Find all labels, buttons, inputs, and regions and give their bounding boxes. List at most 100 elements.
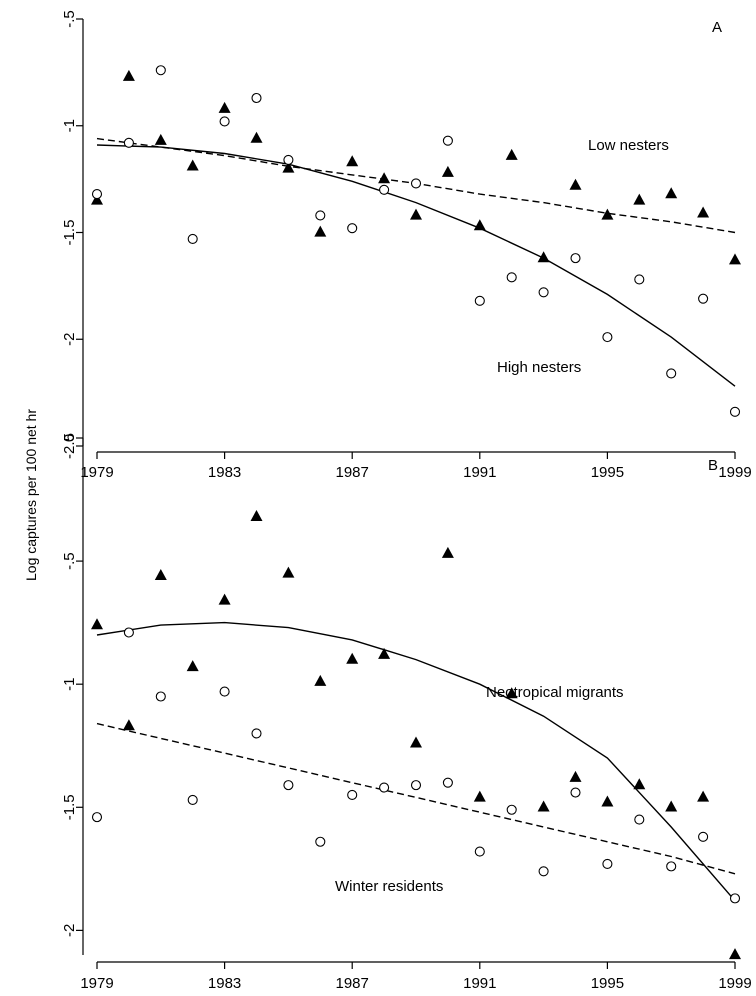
panel-b-circle-point [506, 804, 517, 815]
panel-a-x-tick-label: 1999 [718, 464, 751, 481]
panel-b-triangle-point [250, 509, 263, 521]
panel-b-triangle-point [186, 660, 199, 672]
panel-a-annotation: High nesters [497, 359, 581, 376]
panel-a-triangle-point [250, 131, 263, 143]
panel-b-triangle-point [122, 719, 135, 731]
panel-a-y-tick-label: -.5 [61, 10, 78, 28]
panel-a-circle-point [251, 92, 262, 104]
panel-a-circle-point [602, 332, 613, 343]
panel-a-triangle-point [186, 159, 199, 171]
panel-b-letter: B [708, 457, 718, 474]
panel-a-x-tick-label: 1979 [80, 464, 113, 481]
panel-a-triangle-point [378, 172, 391, 184]
panel-b-triangle-point [569, 770, 582, 782]
panel-b-circle-point [187, 794, 198, 805]
panel-b-triangle-point [346, 652, 359, 664]
panel-a-triangle-point [601, 208, 614, 220]
panel-a-x-tick-label: 1983 [208, 464, 241, 481]
panel-a-circle-point [729, 406, 741, 417]
panel-b-triangle-point [314, 674, 327, 686]
panel-b-circle-point [474, 846, 485, 857]
panel-b-circle-point [634, 814, 645, 825]
panel-a-circle-point [410, 178, 422, 189]
panel-a-triangle-point [346, 155, 359, 167]
panel-b-x-tick-label: 1991 [463, 975, 496, 991]
panel-a-triangle-point [505, 148, 518, 160]
panel-a-fit-line-1 [96, 144, 736, 387]
panel-b-y-tick-label: -2 [61, 924, 78, 937]
panel-a-circle-point [666, 368, 677, 379]
panel-a-circle-point [474, 295, 485, 306]
panel-b-triangle-point [697, 790, 710, 802]
panel-b-triangle-point [729, 948, 741, 960]
panel-b-circle-point [283, 780, 294, 791]
panel-a-circle-point [442, 135, 453, 146]
panel-a-x-tick-label: 1991 [463, 464, 496, 481]
panel-a-circle-point [506, 272, 517, 283]
panel-b-circle-point [379, 782, 390, 793]
panel-a-y-tick-label: -1.5 [61, 220, 78, 246]
panel-a-triangle-point [441, 165, 454, 177]
panel-b-triangle-point [665, 800, 678, 812]
y-axis-label: Log captures per 100 net hr [23, 409, 39, 581]
panel-a-circle-point [155, 65, 166, 76]
panel-a-triangle-point [314, 225, 327, 237]
panel-b-circle-point [570, 787, 581, 798]
panel-a-circle-point [315, 210, 326, 221]
panel-b-circle-point [155, 691, 166, 702]
panel-a-annotation: Low nesters [588, 137, 669, 154]
panel-b-triangle-point [601, 795, 614, 807]
panel-a-triangle-point [633, 193, 646, 205]
panel-b-triangle-point [537, 800, 550, 812]
panel-b-y-tick-label: -1 [61, 678, 78, 691]
panel-b-triangle-point [218, 593, 231, 605]
panel-a-circle-point [187, 233, 198, 244]
panel-b-x-tick-label: 1979 [80, 975, 113, 991]
panel-b-circle-point [123, 627, 134, 638]
panel-a-triangle-point [218, 101, 231, 113]
panel-b-fit-line-1 [96, 722, 736, 875]
panel-a-triangle-point [697, 206, 710, 218]
panel-a-triangle-point [154, 133, 167, 145]
panel-b-circle-point [698, 831, 709, 842]
panel-b-triangle-point [91, 618, 103, 630]
panel-a-circle-point [570, 253, 581, 264]
panel-b-y-tick-label: -1.5 [61, 794, 78, 820]
panel-a-circle-point [123, 137, 134, 148]
panel-b-circle-point [219, 686, 230, 697]
panel-b-circle-point [538, 866, 549, 877]
panel-a-x-tick-label: 1995 [591, 464, 624, 481]
panel-a-circle-point [347, 223, 358, 234]
panel-a-triangle-point [282, 161, 295, 173]
panel-b-fit-line-0 [96, 621, 736, 902]
panel-b-x-tick-label: 1987 [336, 975, 369, 991]
panel-b-triangle-point [505, 687, 518, 699]
panel-a-circle-point [634, 274, 645, 285]
panel-b-circle-point [251, 728, 262, 739]
panel-b-triangle-point [378, 647, 391, 659]
panel-b-x-tick-label: 1999 [718, 975, 751, 991]
panel-b-circle-point [602, 858, 613, 869]
panel-b-triangle-point [633, 778, 646, 790]
panel-a-triangle-point [122, 69, 135, 81]
panel-b-triangle-point [410, 736, 422, 748]
panel-b-triangle-point [282, 566, 295, 578]
panel-b-triangle-point [473, 790, 486, 802]
panel-a-y-tick-label: -1 [61, 119, 78, 132]
panel-a-circle-point [379, 184, 390, 195]
panel-a-triangle-point [665, 187, 678, 199]
panel-a-circle-point [698, 293, 709, 304]
panel-b-triangle-point [154, 569, 167, 581]
panel-a-y-tick-label: -2.5 [61, 433, 78, 459]
panel-a-triangle-point [569, 178, 582, 190]
panel-a-triangle-point [91, 193, 103, 205]
panel-b-annotation: Neotropical migrants [486, 684, 624, 701]
panel-b-x-tick-label: 1995 [591, 975, 624, 991]
panel-b-circle-point [91, 812, 103, 823]
panel-b-circle-point [666, 861, 677, 872]
panel-a-circle-point [538, 287, 549, 298]
panel-b-circle-point [442, 777, 453, 788]
panel-a-x-tick-label: 1987 [336, 464, 369, 481]
